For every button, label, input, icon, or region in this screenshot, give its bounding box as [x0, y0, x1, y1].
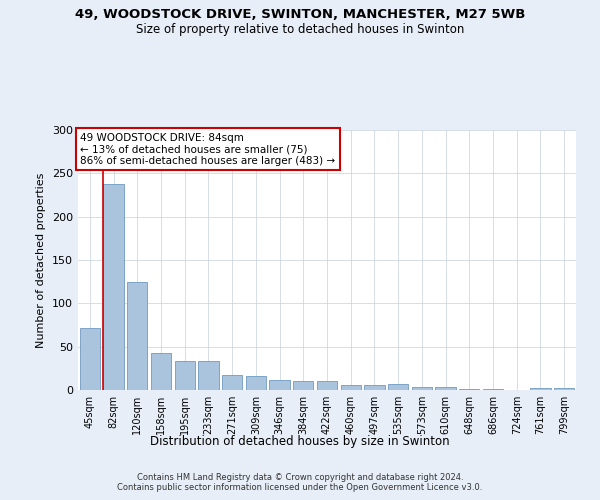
- Bar: [364, 385, 385, 390]
- Bar: [199, 362, 218, 390]
- Text: Contains HM Land Registry data © Crown copyright and database right 2024.: Contains HM Land Registry data © Crown c…: [137, 472, 463, 482]
- Bar: [80, 328, 100, 390]
- Bar: [483, 389, 503, 390]
- Bar: [459, 389, 479, 390]
- Bar: [151, 352, 171, 390]
- Bar: [317, 382, 337, 390]
- Text: Size of property relative to detached houses in Swinton: Size of property relative to detached ho…: [136, 22, 464, 36]
- Bar: [222, 376, 242, 390]
- Y-axis label: Number of detached properties: Number of detached properties: [37, 172, 46, 348]
- Bar: [530, 388, 551, 390]
- Text: 49, WOODSTOCK DRIVE, SWINTON, MANCHESTER, M27 5WB: 49, WOODSTOCK DRIVE, SWINTON, MANCHESTER…: [75, 8, 525, 20]
- Bar: [388, 384, 408, 390]
- Bar: [246, 376, 266, 390]
- Bar: [269, 380, 290, 390]
- Bar: [103, 184, 124, 390]
- Bar: [412, 386, 432, 390]
- Bar: [436, 388, 455, 390]
- Bar: [554, 388, 574, 390]
- Text: 49 WOODSTOCK DRIVE: 84sqm
← 13% of detached houses are smaller (75)
86% of semi-: 49 WOODSTOCK DRIVE: 84sqm ← 13% of detac…: [80, 132, 335, 166]
- Text: Distribution of detached houses by size in Swinton: Distribution of detached houses by size …: [150, 435, 450, 448]
- Bar: [127, 282, 148, 390]
- Text: Contains public sector information licensed under the Open Government Licence v3: Contains public sector information licen…: [118, 484, 482, 492]
- Bar: [175, 362, 195, 390]
- Bar: [341, 385, 361, 390]
- Bar: [293, 382, 313, 390]
